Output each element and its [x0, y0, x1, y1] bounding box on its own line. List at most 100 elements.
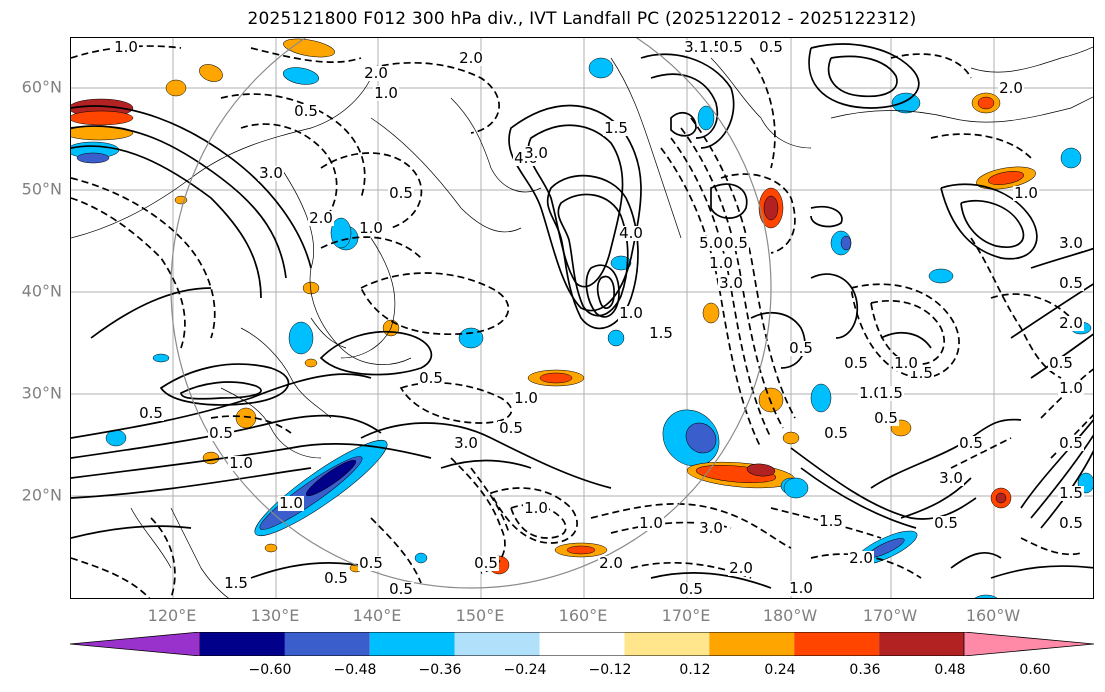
colorbar-segment: [369, 632, 455, 656]
contour-label: 0.5: [1059, 274, 1083, 292]
contour-positive: [880, 331, 932, 349]
contour-positive: [960, 199, 1025, 248]
contour-label-bg: [113, 40, 139, 55]
contour-positive: [90, 287, 212, 339]
contour-label: 2.0: [599, 554, 623, 572]
contour-label-bg: [728, 561, 754, 576]
contour-label: 3.0: [699, 519, 723, 537]
ivt-shade-patch: [891, 92, 921, 114]
contour-label-bg: [418, 371, 444, 386]
latitude-label: 50°N: [21, 179, 62, 199]
contour-label: 0.5: [719, 38, 743, 56]
figure-title: 2025121800 F012 300 hPa div., IVT Landfa…: [247, 9, 917, 29]
contour-label: 0.5: [759, 38, 783, 56]
ivt-shade-patch: [305, 459, 357, 497]
contour-label-bg: [388, 582, 414, 597]
longitude-label: 140°E: [352, 606, 402, 625]
contour-label-bg: [788, 581, 814, 596]
contour-label-bg: [718, 40, 744, 55]
contour-label-bg: [458, 51, 484, 66]
contour-positive: [159, 363, 290, 406]
contour-label: 0.5: [474, 554, 498, 572]
coastline: [830, 96, 1093, 123]
contour-label-bg: [858, 386, 884, 401]
contour-label-bg: [603, 121, 629, 136]
contour-label-bg: [208, 426, 234, 441]
contour-label: 0.5: [324, 569, 348, 587]
ivt-shade-patch: [71, 110, 134, 126]
latitude-label: 60°N: [21, 77, 62, 97]
contour-label: 1.5: [819, 512, 843, 530]
contour-label-bg: [698, 40, 724, 55]
coastline: [970, 46, 1093, 73]
ivt-shade-patch: [304, 358, 318, 368]
coastline: [340, 237, 396, 359]
ivt-shade-patch: [288, 321, 314, 355]
contour-label-bg: [698, 236, 724, 251]
contour-negative: [950, 437, 1012, 469]
contour-label-bg: [523, 501, 549, 516]
contour-label-bg: [1058, 516, 1084, 531]
contour-label-bg: [708, 256, 734, 271]
colorbar-tick-label: 0.36: [849, 662, 881, 678]
contour-label-bg: [723, 236, 749, 251]
contour-label: 0.5: [294, 102, 318, 120]
contour-label-bg: [523, 146, 549, 161]
contour-label-bg: [308, 211, 334, 226]
contour-label: 1.0: [374, 84, 398, 102]
contour-label: 0.5: [1059, 514, 1083, 532]
colorbar: [70, 632, 1094, 656]
contour-label: 1.0: [709, 254, 733, 272]
coastlines: [71, 46, 1093, 598]
contour-positive: [800, 467, 917, 529]
coastline: [130, 507, 172, 569]
map-panel: 1.02.03.01.50.52.01.00.54.03.01.50.51.02…: [70, 37, 1094, 599]
map-svg: 1.02.03.01.50.52.01.00.54.03.01.50.51.02…: [71, 38, 1093, 598]
contour-label: 1.0: [524, 499, 548, 517]
ivt-shade-patch: [202, 451, 220, 465]
contour-label: 1.0: [639, 514, 663, 532]
contour-label: 2.0: [849, 549, 873, 567]
contour-label-bg: [258, 166, 284, 181]
contour-positive: [557, 193, 629, 317]
contour-positive: [1030, 434, 1093, 519]
contour-negative: [720, 173, 796, 254]
colorbar-segment: [539, 632, 625, 656]
colorbar-segment: [624, 632, 710, 656]
contour-label: 0.5: [959, 434, 983, 452]
contour-positive: [71, 467, 312, 499]
coastline: [610, 57, 682, 239]
ivt-shade-patch: [1060, 147, 1082, 169]
colorbar-segment: [284, 632, 370, 656]
colorbar-segment: [879, 632, 964, 656]
contour-label: 0.5: [679, 580, 703, 598]
contour-label-bg: [933, 516, 959, 531]
coastline: [370, 117, 522, 233]
colorbar-tick-label: −0.12: [588, 662, 632, 678]
contour-label-bg: [358, 556, 384, 571]
contour-label-bg: [513, 391, 539, 406]
contour-label-bg: [473, 556, 499, 571]
contour-positive: [640, 53, 735, 149]
contour-negative: [930, 133, 1032, 159]
latitude-label: 20°N: [21, 485, 62, 505]
contour-label: 1.0: [894, 354, 918, 372]
contour-label-bg: [648, 326, 674, 341]
contour-label-bg: [498, 421, 524, 436]
colorbar-segment: [454, 632, 540, 656]
contour-label-bg: [1058, 276, 1084, 291]
longitude-label: 170°W: [862, 606, 918, 625]
contour-label: 1.0: [1014, 184, 1038, 202]
contour-label: 1.5: [699, 38, 723, 56]
contour-label: 2.0: [364, 64, 388, 82]
contour-label: 0.5: [1059, 434, 1083, 452]
ivt-shade-patch: [763, 195, 779, 221]
contour-label-bg: [358, 221, 384, 236]
contour-negative: [1040, 368, 1093, 419]
contour-positive: [1030, 333, 1093, 379]
coastline: [240, 327, 332, 419]
contour-label-bg: [823, 426, 849, 441]
contour-negative: [489, 487, 578, 544]
contour-label-bg: [1048, 356, 1074, 371]
colorbar-tick-label: −0.48: [333, 662, 377, 678]
